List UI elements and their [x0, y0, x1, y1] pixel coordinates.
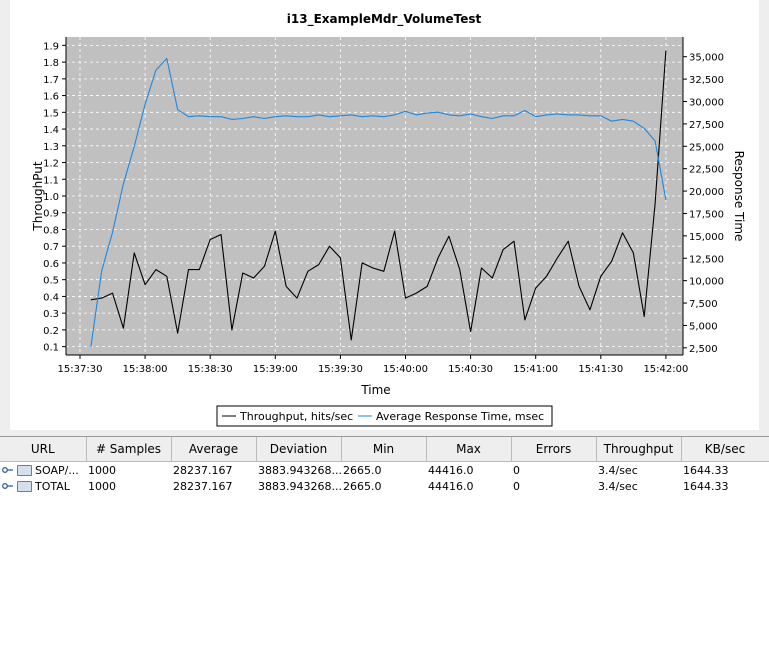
y2-tick-label: 7,500 — [689, 299, 718, 310]
max-cell: 44416.0 — [428, 463, 474, 477]
average-cell: 28237.167 — [173, 479, 233, 493]
y2-tick-label: 35,000 — [689, 53, 724, 64]
y-tick-label: 1.4 — [43, 125, 59, 136]
table-header-row: URL # Samples Average Deviation Min Max … — [0, 437, 769, 462]
y2-tick-label: 30,000 — [689, 97, 724, 108]
axes: 0.1 0.2 0.3 0.4 0.5 0.6 0.7 0.8 0.9 1.0 1.1 1.2 1.3 1… — [43, 37, 724, 375]
y-tick-label: 0.6 — [43, 259, 59, 270]
folder-icon — [17, 480, 32, 492]
y-axis-label: ThroughPut — [31, 161, 45, 231]
table-row[interactable]: SOAP/... 1000 28237.167 3883.943268... 2… — [0, 462, 769, 479]
y-tick-label: 0.4 — [43, 292, 59, 303]
folder-icon — [17, 464, 32, 476]
url-label: SOAP/... — [35, 463, 79, 477]
series-layer — [90, 50, 667, 347]
y-tick-label: 1.7 — [43, 75, 59, 86]
y2-tick-label: 17,500 — [689, 209, 724, 220]
samples-cell: 1000 — [88, 479, 116, 493]
y2-tick-label: 22,500 — [689, 165, 724, 176]
url-label: TOTAL — [35, 479, 70, 493]
errors-cell: 0 — [513, 479, 520, 493]
y2-tick-label: 25,000 — [689, 142, 724, 153]
x-tick-label: 15:42:00 — [643, 364, 688, 375]
y-tick-label: 0.1 — [43, 343, 59, 354]
y2-tick-label: 27,500 — [689, 120, 724, 131]
column-header-errors[interactable]: Errors — [511, 437, 597, 462]
deviation-cell: 3883.943268... — [258, 463, 341, 477]
y2-tick-label: 15,000 — [689, 232, 724, 243]
y-tick-label: 1.6 — [43, 92, 59, 103]
column-header-throughput[interactable]: Throughput — [596, 437, 682, 462]
column-header-average[interactable]: Average — [171, 437, 257, 462]
legend-label-throughput: Throughput, hits/sec — [239, 410, 353, 423]
x-tick-label: 15:41:30 — [578, 364, 623, 375]
chart-svg: i13_ExampleMdr_VolumeTest 0.10.20.30.40.… — [31, 12, 746, 427]
y-tick-label: 0.5 — [43, 276, 59, 287]
series-line-throughput — [90, 50, 667, 341]
tree-handle-icon[interactable] — [2, 482, 14, 490]
x-tick-label: 15:38:30 — [188, 364, 233, 375]
kb-sec-cell: 1644.33 — [683, 463, 729, 477]
y2-tick-label: 32,500 — [689, 75, 724, 86]
column-header-max[interactable]: Max — [426, 437, 512, 462]
column-header-url[interactable]: URL — [0, 437, 87, 462]
min-cell: 2665.0 — [343, 463, 382, 477]
y-tick-label: 1.1 — [43, 175, 59, 186]
y2-tick-label: 5,000 — [689, 321, 718, 332]
column-header-samples[interactable]: # Samples — [86, 437, 172, 462]
results-table: URL # Samples Average Deviation Min Max … — [0, 437, 769, 494]
y-tick-label: 1.0 — [43, 192, 59, 203]
throughput-cell: 3.4/sec — [598, 479, 638, 493]
y2-axis-label: Response Time — [732, 151, 746, 242]
column-header-min[interactable]: Min — [341, 437, 427, 462]
x-tick-label: 15:40:30 — [448, 364, 493, 375]
min-cell: 2665.0 — [343, 479, 382, 493]
grid-lines — [66, 37, 683, 355]
tree-handle-icon[interactable] — [2, 466, 14, 474]
y-tick-label: 0.9 — [43, 209, 59, 220]
x-axis-label: Time — [360, 383, 390, 397]
max-cell: 44416.0 — [428, 479, 474, 493]
x-tick-label: 15:41:00 — [513, 364, 558, 375]
legend-label-response-time: Average Response Time, msec — [376, 410, 544, 423]
y-tick-label: 0.8 — [43, 225, 59, 236]
throughput-cell: 3.4/sec — [598, 463, 638, 477]
column-header-kb-sec[interactable]: KB/sec — [681, 437, 769, 462]
url-cell[interactable]: TOTAL — [0, 478, 86, 494]
y-tick-label: 0.7 — [43, 242, 59, 253]
x-tick-label: 15:39:00 — [253, 364, 298, 375]
y-tick-label: 1.2 — [43, 159, 59, 170]
kb-sec-cell: 1644.33 — [683, 479, 729, 493]
x-tick-label: 15:40:00 — [383, 364, 428, 375]
y-tick-label: 1.9 — [43, 41, 59, 52]
y-tick-label: 1.8 — [43, 58, 59, 69]
series-line-response-time — [90, 57, 667, 347]
x-tick-label: 15:39:30 — [318, 364, 363, 375]
x-tick-label: 15:37:30 — [58, 364, 103, 375]
chart-panel: i13_ExampleMdr_VolumeTest 0.1 0.2 0.3 0.4 0.… — [10, 0, 759, 430]
y2-tick-label: 10,000 — [689, 277, 724, 288]
y2-tick-label: 2,500 — [689, 344, 718, 355]
deviation-cell: 3883.943268... — [258, 479, 341, 493]
y-tick-label: 1.5 — [43, 108, 59, 119]
average-cell: 28237.167 — [173, 463, 233, 477]
column-header-deviation[interactable]: Deviation — [256, 437, 342, 462]
results-table-area: URL # Samples Average Deviation Min Max … — [0, 436, 769, 653]
y-tick-label: 0.3 — [43, 309, 59, 320]
errors-cell: 0 — [513, 463, 520, 477]
legend-box — [216, 405, 553, 427]
samples-cell: 1000 — [88, 463, 116, 477]
legend: Throughput, hits/sec Average Response Ti… — [216, 405, 553, 427]
y2-tick-label: 12,500 — [689, 254, 724, 265]
x-tick-label: 15:38:00 — [123, 364, 168, 375]
y-tick-label: 1.3 — [43, 142, 59, 153]
table-row[interactable]: TOTAL 1000 28237.167 3883.943268... 2665… — [0, 478, 769, 494]
chart-title: i13_ExampleMdr_VolumeTest — [287, 12, 482, 27]
y-tick-label: 0.2 — [43, 326, 59, 337]
y2-tick-label: 20,000 — [689, 187, 724, 198]
url-cell[interactable]: SOAP/... — [0, 462, 86, 479]
